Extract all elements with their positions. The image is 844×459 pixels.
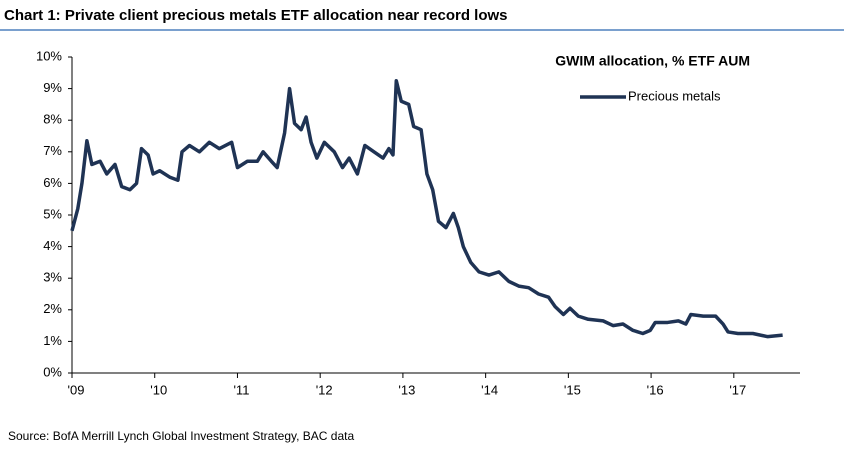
x-tick-label: '10 bbox=[150, 382, 167, 397]
chart-subtitle: GWIM allocation, % ETF AUM bbox=[555, 53, 750, 69]
y-tick-label: 5% bbox=[43, 206, 62, 221]
y-tick-label: 6% bbox=[43, 175, 62, 190]
x-tick-label: '12 bbox=[316, 382, 333, 397]
y-tick-label: 2% bbox=[43, 301, 62, 316]
x-tick-label: '09 bbox=[68, 382, 85, 397]
y-tick-label: 7% bbox=[43, 143, 62, 158]
x-tick-label: '14 bbox=[481, 382, 498, 397]
data-line bbox=[70, 78, 783, 339]
y-tick-label: 9% bbox=[43, 80, 62, 95]
y-tick-label: 8% bbox=[43, 112, 62, 127]
x-tick-label: '17 bbox=[729, 382, 746, 397]
y-tick-label: 0% bbox=[43, 364, 62, 379]
x-tick-label: '16 bbox=[647, 382, 664, 397]
y-tick-label: 10% bbox=[36, 48, 62, 63]
x-tick-label: '13 bbox=[398, 382, 415, 397]
chart-title: Chart 1: Private client precious metals … bbox=[4, 7, 508, 24]
y-tick-label: 1% bbox=[43, 333, 62, 348]
legend-label: Precious metals bbox=[628, 88, 721, 103]
x-tick-label: '15 bbox=[564, 382, 581, 397]
y-tick-label: 4% bbox=[43, 238, 62, 253]
x-tick-label: '11 bbox=[233, 382, 249, 397]
source-note: Source: BofA Merrill Lynch Global Invest… bbox=[8, 429, 354, 443]
y-tick-label: 3% bbox=[43, 270, 62, 285]
